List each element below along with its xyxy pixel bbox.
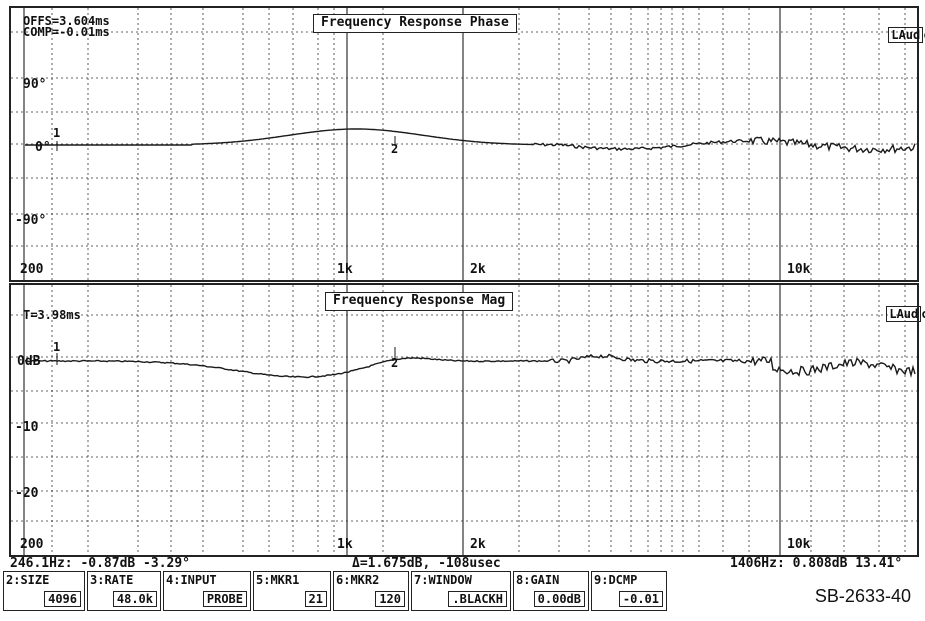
magnitude-plot-canvas [11, 285, 917, 555]
phase-trace [25, 128, 916, 155]
softkey-dcmp-value: -0.01 [618, 591, 663, 607]
softkey-dcmp-label: 9:DCMP [594, 573, 638, 587]
mag-y-label-neg20: -20 [15, 486, 39, 501]
phase-laud-suffix: c [923, 28, 925, 42]
mag-time-readout: T=3.98ms [23, 308, 81, 322]
softkey-mkr2-value: 120 [375, 591, 405, 607]
softkey-gain[interactable]: 8:GAIN 0.00dB [513, 571, 589, 611]
phase-y-label-90: 90° [23, 77, 47, 92]
figure-code: SB-2633-40 [814, 586, 911, 606]
mag-laud-suffix: c [921, 307, 925, 321]
magnitude-plot-panel: T=3.98ms Frequency Response Mag LAud c 0d… [9, 283, 925, 557]
softkey-window[interactable]: 7:WINDOW .BLACKH [411, 571, 511, 611]
mag-x-label-200: 200 [20, 537, 44, 552]
mag-laud-indicator: LAud c [843, 295, 925, 334]
softkey-rate-label: 3:RATE [90, 573, 134, 587]
softkey-gain-value: 0.00dB [533, 591, 585, 607]
softkey-rate-value: 48.0k [112, 591, 157, 607]
mag-y-label-neg10: -10 [15, 420, 39, 435]
phase-y-label-neg90: -90° [15, 213, 47, 228]
softkey-window-value: .BLACKH [448, 591, 507, 607]
softkey-mkr2[interactable]: 6:MKR2 120 [333, 571, 409, 611]
marker2-readout: 1406Hz: 0.808dB 13.41° [730, 556, 903, 571]
phase-x-label-1k: 1k [337, 262, 353, 277]
delta-readout: Δ=1.675dB, -108usec [352, 556, 501, 571]
softkey-mkr2-label: 6:MKR2 [336, 573, 380, 587]
softkey-rate[interactable]: 3:RATE 48.0k [87, 571, 161, 611]
phase-y-label-0: 0° [35, 140, 51, 155]
phase-x-label-10k: 10k [787, 262, 811, 277]
phase-x-label-2k: 2k [470, 262, 486, 277]
mag-x-label-2k: 2k [470, 537, 486, 552]
softkey-dcmp[interactable]: 9:DCMP -0.01 [591, 571, 667, 611]
softkey-input[interactable]: 4:INPUT PROBE [163, 571, 251, 611]
softkey-mkr1-value: 21 [304, 591, 327, 607]
softkey-input-value: PROBE [202, 591, 247, 607]
softkey-gain-label: 8:GAIN [516, 573, 560, 587]
softkey-window-label: 7:WINDOW [414, 573, 472, 587]
magnitude-trace [24, 353, 916, 379]
softkey-size[interactable]: 2:SIZE 4096 [3, 571, 85, 611]
softkey-input-label: 4:INPUT [166, 573, 217, 587]
phase-offset-readout: OFFS=3.604ms [23, 14, 110, 28]
phase-marker2-label: 2 [391, 142, 399, 156]
phase-plot-title: Frequency Response Phase [313, 14, 517, 33]
mag-marker2-label: 2 [391, 356, 399, 370]
phase-marker1-label: 1 [53, 126, 61, 140]
mag-marker1-label: 1 [53, 340, 61, 354]
softkey-mkr1[interactable]: 5:MKR1 21 [253, 571, 331, 611]
marker1-readout: 246.1Hz: -0.87dB -3.29° [10, 556, 191, 571]
phase-plot-canvas [11, 8, 917, 280]
mag-y-label-0db: 0dB [17, 354, 41, 369]
phase-x-label-200: 200 [20, 262, 44, 277]
softkey-size-value: 4096 [44, 591, 81, 607]
phase-laud-label: LAud [888, 27, 924, 43]
mag-x-label-1k: 1k [337, 537, 353, 552]
mag-laud-label: LAud [886, 306, 922, 322]
phase-comp-readout: COMP=-0.01ms [23, 25, 110, 39]
mag-x-label-10k: 10k [787, 537, 811, 552]
phase-plot-panel: OFFS=3.604ms COMP=-0.01ms Frequency Resp… [9, 6, 925, 282]
softkey-mkr1-label: 5:MKR1 [256, 573, 300, 587]
softkey-size-label: 2:SIZE [6, 573, 50, 587]
mag-plot-title: Frequency Response Mag [325, 292, 514, 311]
